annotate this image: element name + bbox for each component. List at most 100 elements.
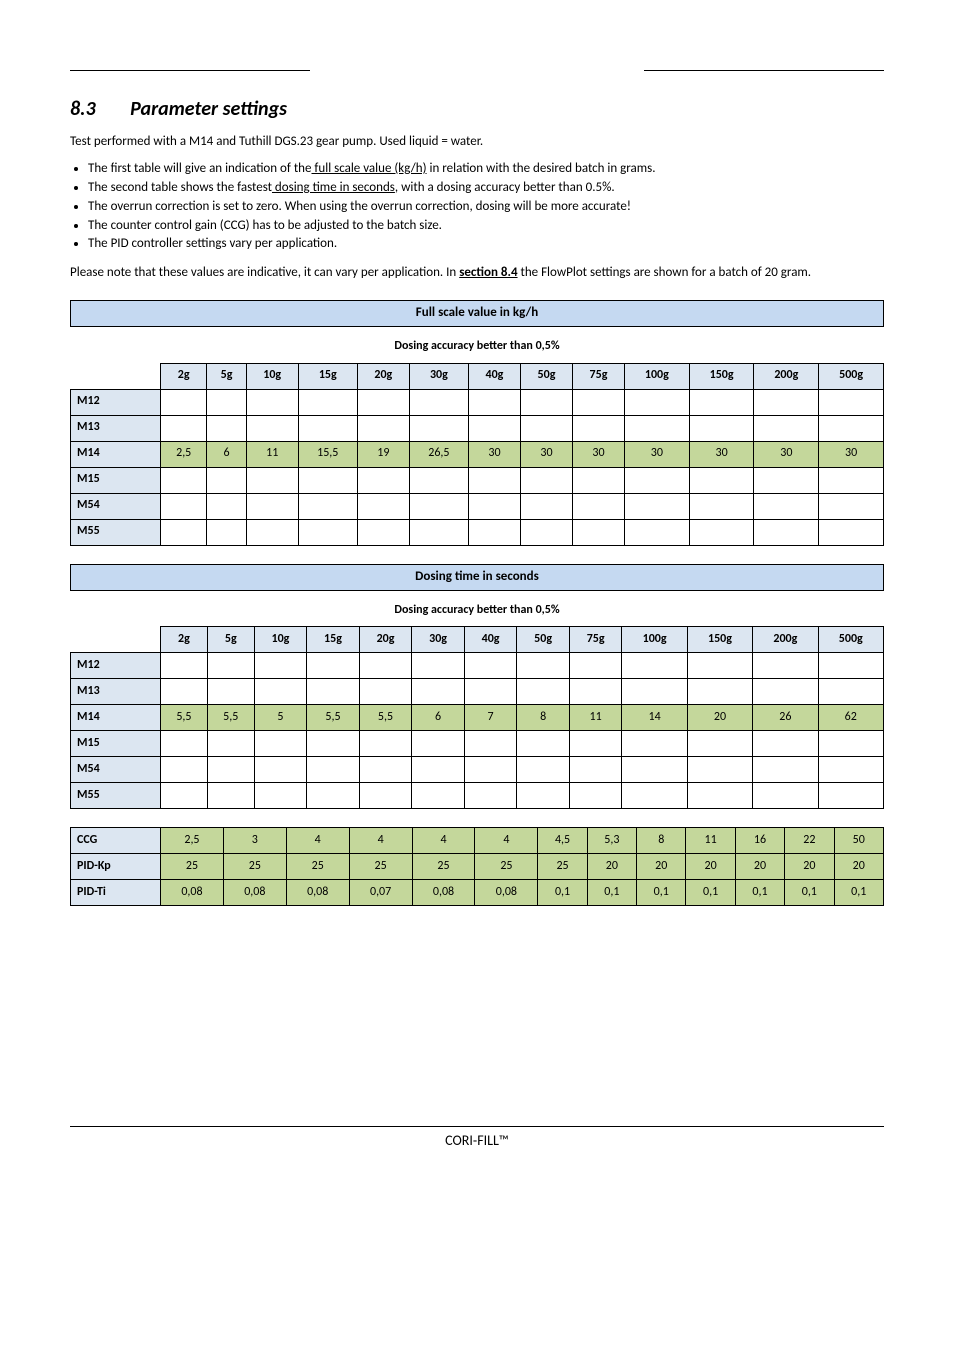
table1-body: M12M13M142,561115,51926,530303030303030M…	[71, 389, 884, 545]
cell	[207, 415, 246, 441]
table1-subcap: Dosing accuracy better than 0,5%	[70, 339, 884, 355]
cell	[468, 467, 520, 493]
cell: 0,08	[161, 880, 224, 906]
cell: 0,1	[637, 880, 686, 906]
cell	[207, 519, 246, 545]
table2: 2g5g10g15g20g30g40g50g75g100g150g200g500…	[70, 626, 884, 809]
cell	[569, 783, 622, 809]
cell	[464, 679, 517, 705]
cell: 4	[286, 828, 349, 854]
cell	[517, 679, 570, 705]
cell	[464, 731, 517, 757]
cell	[412, 679, 465, 705]
bullet-item: The counter control gain (CCG) has to be…	[88, 218, 884, 235]
cell	[622, 731, 687, 757]
cell	[569, 653, 622, 679]
cell	[359, 653, 412, 679]
cell	[161, 731, 208, 757]
cell	[753, 783, 818, 809]
table-row: M12	[71, 653, 884, 679]
table-row: M145,55,555,55,56781114202662	[71, 705, 884, 731]
table1-header-row: 2g5g10g15g20g30g40g50g75g100g150g200g500…	[71, 363, 884, 389]
section-heading: 8.3 Parameter settings	[70, 96, 884, 122]
cell	[520, 415, 572, 441]
cell: 6	[207, 441, 246, 467]
cell	[307, 783, 360, 809]
cell	[412, 731, 465, 757]
cell: 30	[624, 441, 689, 467]
cell	[254, 731, 307, 757]
cell	[753, 679, 818, 705]
cell	[161, 467, 207, 493]
bullet-item: The overrun correction is set to zero. W…	[88, 199, 884, 216]
table2-header-row: 2g5g10g15g20g30g40g50g75g100g150g200g500…	[71, 627, 884, 653]
table-row: M15	[71, 731, 884, 757]
cell	[207, 731, 254, 757]
footer: CORI-FILL™	[70, 1126, 884, 1150]
cell	[520, 493, 572, 519]
cell: 0,1	[538, 880, 587, 906]
cell: 26	[753, 705, 818, 731]
cell	[517, 757, 570, 783]
cell: 25	[349, 854, 412, 880]
header-rules	[70, 70, 884, 71]
cell	[517, 653, 570, 679]
cell	[412, 653, 465, 679]
cell	[246, 467, 298, 493]
cell	[298, 415, 357, 441]
cell: 15,5	[298, 441, 357, 467]
cell	[254, 757, 307, 783]
cell: 20	[637, 854, 686, 880]
col-header: 2g	[161, 363, 207, 389]
cell: 0,08	[286, 880, 349, 906]
bullet-item: The first table will give an indication …	[88, 161, 884, 178]
cell: 30	[468, 441, 520, 467]
row-label: M13	[71, 415, 161, 441]
cell	[818, 783, 883, 809]
cell	[468, 493, 520, 519]
col-header: 15g	[298, 363, 357, 389]
row-label: M15	[71, 467, 161, 493]
cell	[819, 467, 884, 493]
cell: 5,5	[359, 705, 412, 731]
cell: 0,1	[735, 880, 784, 906]
cell	[687, 731, 752, 757]
table-row: M12	[71, 389, 884, 415]
cell	[298, 467, 357, 493]
row-label: M55	[71, 783, 161, 809]
cell	[753, 731, 818, 757]
cell	[357, 389, 409, 415]
cell	[689, 467, 754, 493]
cell	[517, 731, 570, 757]
col-header: 2g	[161, 627, 208, 653]
row-label: M55	[71, 519, 161, 545]
intro-text: Test performed with a M14 and Tuthill DG…	[70, 134, 884, 151]
cell	[569, 731, 622, 757]
cell	[687, 757, 752, 783]
cell: 50	[834, 828, 884, 854]
col-header: 100g	[622, 627, 687, 653]
cell	[161, 653, 208, 679]
col-header: 40g	[468, 363, 520, 389]
cell: 6	[412, 705, 465, 731]
cell	[464, 757, 517, 783]
bullet-item: The PID controller settings vary per app…	[88, 236, 884, 253]
cell	[689, 493, 754, 519]
col-header: 10g	[246, 363, 298, 389]
cell: 0,1	[785, 880, 834, 906]
cell: 30	[520, 441, 572, 467]
cell: 25	[475, 854, 538, 880]
cell	[687, 653, 752, 679]
cell	[161, 757, 208, 783]
cell: 5	[254, 705, 307, 731]
cell	[753, 653, 818, 679]
cell: 0,08	[223, 880, 286, 906]
cell	[622, 653, 687, 679]
cell: 7	[464, 705, 517, 731]
table-row: M142,561115,51926,530303030303030	[71, 441, 884, 467]
cell: 30	[689, 441, 754, 467]
col-header: 15g	[307, 627, 360, 653]
cell: 5,5	[307, 705, 360, 731]
cell: 19	[357, 441, 409, 467]
cell	[357, 467, 409, 493]
